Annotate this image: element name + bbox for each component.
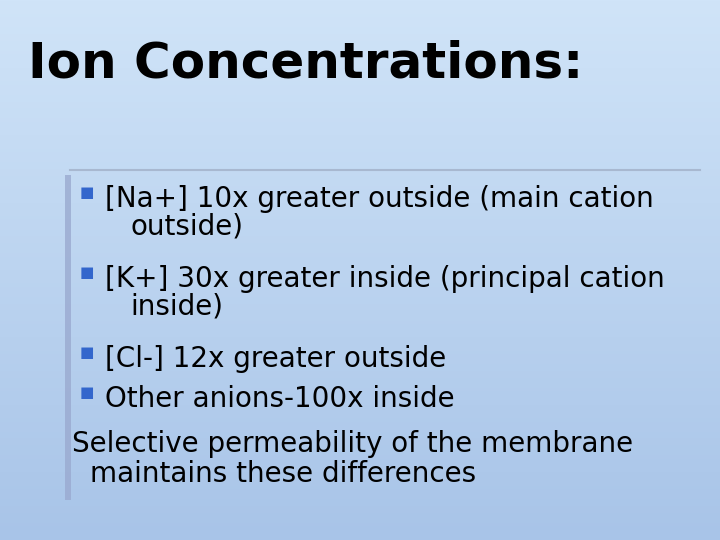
Text: Ion Concentrations:: Ion Concentrations: <box>28 40 583 88</box>
Text: ■: ■ <box>80 185 94 200</box>
Text: ■: ■ <box>80 265 94 280</box>
Text: [K+] 30x greater inside (principal cation: [K+] 30x greater inside (principal catio… <box>105 265 665 293</box>
Text: Selective permeability of the membrane: Selective permeability of the membrane <box>72 430 633 458</box>
Text: ■: ■ <box>80 345 94 360</box>
Text: inside): inside) <box>130 293 223 321</box>
Text: Other anions-100x inside: Other anions-100x inside <box>105 385 454 413</box>
Text: ■: ■ <box>80 385 94 400</box>
Text: outside): outside) <box>130 213 243 241</box>
Bar <box>65 175 71 500</box>
Text: maintains these differences: maintains these differences <box>90 460 476 488</box>
Text: [Cl-] 12x greater outside: [Cl-] 12x greater outside <box>105 345 446 373</box>
Text: [Na+] 10x greater outside (main cation: [Na+] 10x greater outside (main cation <box>105 185 654 213</box>
